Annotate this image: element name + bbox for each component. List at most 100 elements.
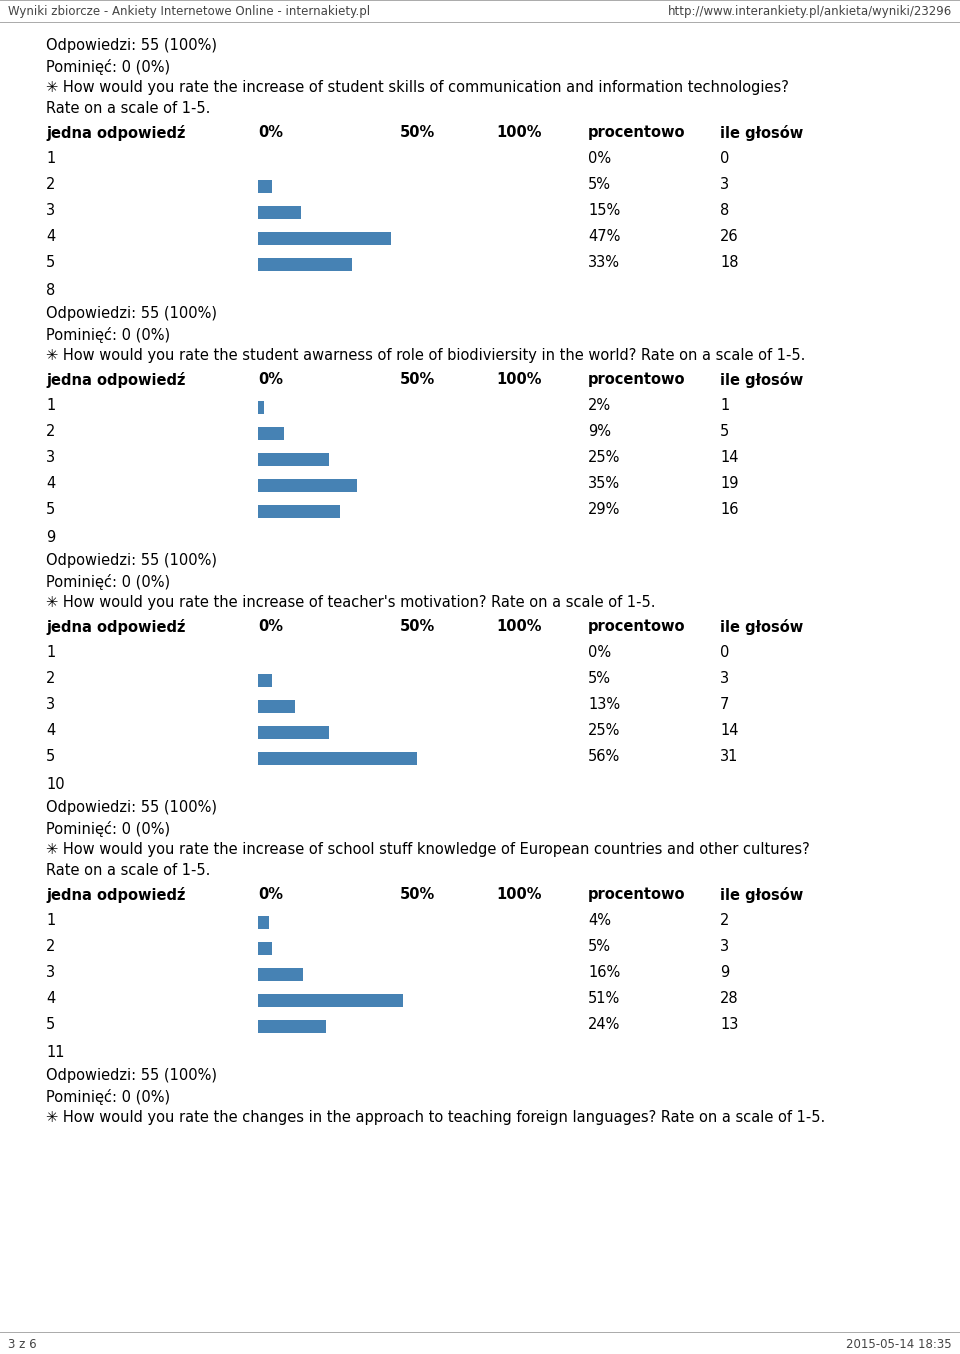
Text: Pominięć: 0 (0%): Pominięć: 0 (0%): [46, 821, 170, 837]
Text: 9: 9: [720, 965, 730, 980]
Text: 3: 3: [720, 940, 730, 955]
Text: 2: 2: [46, 672, 56, 686]
Text: procentowo: procentowo: [588, 619, 685, 634]
Text: Pominięć: 0 (0%): Pominięć: 0 (0%): [46, 60, 170, 74]
Text: 14: 14: [720, 723, 738, 738]
Text: 3: 3: [46, 450, 55, 464]
Text: 5: 5: [46, 502, 56, 517]
Text: ✳ How would you rate the student awarness of role of biodiviersity in the world?: ✳ How would you rate the student awarnes…: [46, 348, 805, 363]
Text: 7: 7: [720, 697, 730, 712]
Text: Odpowiedzi: 55 (100%): Odpowiedzi: 55 (100%): [46, 1068, 217, 1083]
Bar: [258, 751, 417, 765]
Text: 2: 2: [46, 177, 56, 192]
Text: 0%: 0%: [588, 152, 612, 167]
Text: 0%: 0%: [258, 887, 283, 902]
Text: 19: 19: [720, 477, 738, 492]
Text: 4: 4: [46, 477, 56, 492]
Text: 15%: 15%: [588, 203, 620, 218]
Text: 0%: 0%: [258, 619, 283, 634]
Bar: [258, 915, 270, 929]
Text: 100%: 100%: [496, 887, 542, 902]
Text: 16: 16: [720, 502, 738, 517]
Text: Rate on a scale of 1-5.: Rate on a scale of 1-5.: [46, 862, 210, 877]
Text: 35%: 35%: [588, 477, 620, 492]
Text: 100%: 100%: [496, 372, 542, 387]
Bar: [258, 994, 403, 1006]
Text: 100%: 100%: [496, 125, 542, 139]
Text: ✳ How would you rate the changes in the approach to teaching foreign languages? : ✳ How would you rate the changes in the …: [46, 1110, 826, 1125]
Text: 2%: 2%: [588, 398, 612, 413]
Text: 5%: 5%: [588, 940, 611, 955]
Text: http://www.interankiety.pl/ankieta/wyniki/23296: http://www.interankiety.pl/ankieta/wynik…: [668, 5, 952, 19]
Text: 5: 5: [46, 1017, 56, 1032]
Text: ✳ How would you rate the increase of teacher's motivation? Rate on a scale of 1-: ✳ How would you rate the increase of tea…: [46, 594, 656, 611]
Bar: [258, 401, 264, 413]
Text: ile głosów: ile głosów: [720, 619, 804, 635]
Text: Odpowiedzi: 55 (100%): Odpowiedzi: 55 (100%): [46, 552, 217, 567]
Text: 50%: 50%: [400, 887, 435, 902]
Text: 16%: 16%: [588, 965, 620, 980]
Text: 0%: 0%: [258, 125, 283, 139]
Text: 25%: 25%: [588, 450, 620, 464]
Text: ile głosów: ile głosów: [720, 372, 804, 389]
Text: 3: 3: [46, 697, 55, 712]
Text: 24%: 24%: [588, 1017, 620, 1032]
Bar: [258, 968, 303, 980]
Text: jedna odpowiedź: jedna odpowiedź: [46, 372, 185, 389]
Text: Odpowiedzi: 55 (100%): Odpowiedzi: 55 (100%): [46, 800, 217, 815]
Text: 3: 3: [46, 965, 55, 980]
Text: 13%: 13%: [588, 697, 620, 712]
Text: 4: 4: [46, 723, 56, 738]
Text: 3: 3: [46, 203, 55, 218]
Text: 56%: 56%: [588, 749, 620, 764]
Text: 28: 28: [720, 991, 738, 1006]
Bar: [258, 206, 300, 218]
Text: 26: 26: [720, 229, 738, 244]
Text: 18: 18: [720, 255, 738, 269]
Text: 31: 31: [720, 749, 738, 764]
Text: 100%: 100%: [496, 619, 542, 634]
Text: 50%: 50%: [400, 125, 435, 139]
Bar: [258, 700, 295, 712]
Text: ✳ How would you rate the increase of student skills of communication and informa: ✳ How would you rate the increase of stu…: [46, 80, 789, 95]
Bar: [258, 505, 341, 517]
Text: 47%: 47%: [588, 229, 620, 244]
Text: 2: 2: [46, 940, 56, 955]
Text: 1: 1: [46, 152, 56, 167]
Bar: [258, 427, 283, 440]
Text: 9%: 9%: [588, 424, 611, 439]
Text: 2015-05-14 18:35: 2015-05-14 18:35: [847, 1338, 952, 1350]
Text: Pominięć: 0 (0%): Pominięć: 0 (0%): [46, 574, 170, 590]
Text: 10: 10: [46, 777, 64, 792]
Text: 0: 0: [720, 645, 730, 659]
Text: 14: 14: [720, 450, 738, 464]
Text: 5: 5: [46, 749, 56, 764]
Text: procentowo: procentowo: [588, 125, 685, 139]
Text: 5: 5: [720, 424, 730, 439]
Text: 3 z 6: 3 z 6: [8, 1338, 36, 1350]
Bar: [258, 180, 273, 192]
Text: 9: 9: [46, 529, 56, 546]
Bar: [258, 232, 392, 245]
Text: 0: 0: [720, 152, 730, 167]
Text: 1: 1: [46, 398, 56, 413]
Bar: [258, 257, 351, 271]
Text: 8: 8: [46, 283, 56, 298]
Text: Pominięć: 0 (0%): Pominięć: 0 (0%): [46, 328, 170, 343]
Text: 2: 2: [720, 913, 730, 927]
Text: ✳ How would you rate the increase of school stuff knowledge of European countrie: ✳ How would you rate the increase of sch…: [46, 842, 809, 857]
Bar: [258, 941, 273, 955]
Text: 4%: 4%: [588, 913, 611, 927]
Text: 25%: 25%: [588, 723, 620, 738]
Text: jedna odpowiedź: jedna odpowiedź: [46, 887, 185, 903]
Text: 0%: 0%: [588, 645, 612, 659]
Text: 5%: 5%: [588, 672, 611, 686]
Text: ile głosów: ile głosów: [720, 125, 804, 141]
Text: ile głosów: ile głosów: [720, 887, 804, 903]
Text: 4: 4: [46, 229, 56, 244]
Text: 33%: 33%: [588, 255, 620, 269]
Bar: [258, 726, 329, 738]
Text: 5: 5: [46, 255, 56, 269]
Text: Odpowiedzi: 55 (100%): Odpowiedzi: 55 (100%): [46, 38, 217, 53]
Bar: [258, 478, 357, 492]
